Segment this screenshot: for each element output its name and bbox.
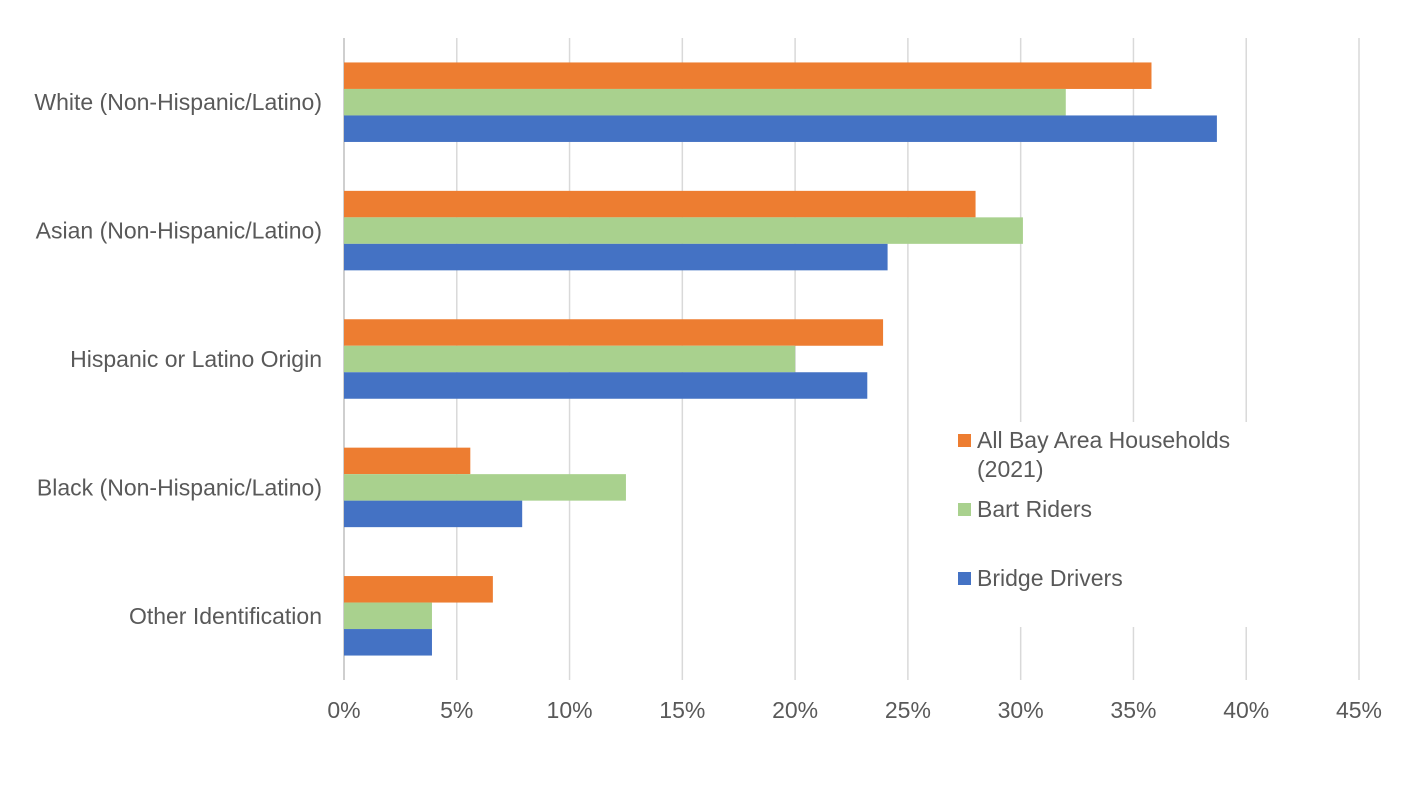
legend-background: [945, 422, 1305, 627]
bar-bart-riders: [344, 88, 1066, 116]
category-label: Black (Non-Hispanic/Latino): [37, 474, 322, 500]
x-tick-label: 10%: [547, 697, 593, 723]
legend: All Bay Area Households (2021) Bart Riders…: [945, 422, 1305, 627]
bar-bart-riders: [344, 602, 432, 630]
bar-all-bay-area-households-2021: [344, 576, 493, 603]
axis: 0% 5% 10% 15% 20% 25% 30% 35% 40% 45% White (Non-H…: [34, 89, 1382, 723]
legend-label: Bridge Drivers: [977, 565, 1123, 591]
category-label: White (Non-Hispanic/Latino): [34, 89, 322, 115]
bar-bridge-drivers: [344, 243, 888, 271]
bar-all-bay-area-households-2021: [344, 319, 884, 346]
bar-bart-riders: [344, 345, 796, 373]
category-label: Other Identification: [129, 603, 322, 629]
legend-label: (2021): [977, 456, 1043, 482]
bar-all-bay-area-households-2021: [344, 62, 1152, 89]
bar-bart-riders: [344, 474, 626, 501]
bar-bridge-drivers: [344, 500, 523, 528]
x-tick-label: 25%: [885, 697, 931, 723]
bars: [344, 62, 1217, 656]
bar-bridge-drivers: [344, 115, 1217, 142]
bar-bart-riders: [344, 217, 1023, 244]
bar-all-bay-area-households-2021: [344, 190, 976, 218]
x-tick-label: 0%: [327, 697, 360, 723]
bar-bridge-drivers: [344, 372, 868, 399]
legend-swatch: [958, 434, 971, 447]
x-tick-label: 45%: [1336, 697, 1382, 723]
legend-label: All Bay Area Households: [977, 427, 1230, 453]
x-tick-label: 5%: [440, 697, 473, 723]
legend-label: Bart Riders: [977, 496, 1092, 522]
legend-swatch: [958, 503, 971, 516]
bar-all-bay-area-households-2021: [344, 447, 471, 475]
x-tick-label: 15%: [659, 697, 705, 723]
x-tick-label: 35%: [1110, 697, 1156, 723]
x-tick-label: 30%: [998, 697, 1044, 723]
legend-swatch: [958, 572, 971, 585]
category-label: Asian (Non-Hispanic/Latino): [36, 218, 322, 244]
category-label: Hispanic or Latino Origin: [70, 346, 322, 372]
x-tick-label: 20%: [772, 697, 818, 723]
x-tick-label: 40%: [1223, 697, 1269, 723]
bar-bridge-drivers: [344, 629, 432, 656]
